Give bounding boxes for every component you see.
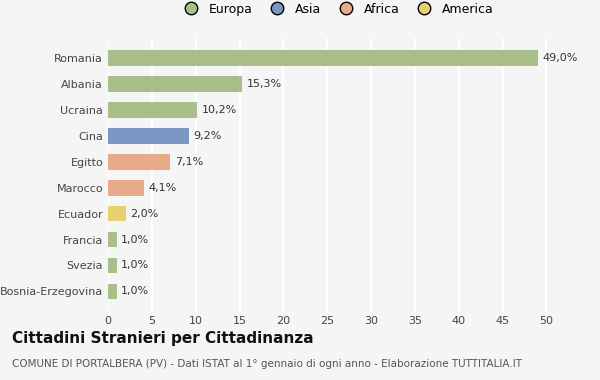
Text: 1,0%: 1,0% [121, 260, 149, 271]
Text: COMUNE DI PORTALBERA (PV) - Dati ISTAT al 1° gennaio di ogni anno - Elaborazione: COMUNE DI PORTALBERA (PV) - Dati ISTAT a… [12, 359, 522, 369]
Text: 49,0%: 49,0% [542, 53, 577, 63]
Bar [108, 128, 188, 144]
Text: 1,0%: 1,0% [121, 287, 149, 296]
Text: 2,0%: 2,0% [130, 209, 158, 218]
Text: 1,0%: 1,0% [121, 234, 149, 245]
Bar [108, 51, 538, 66]
Bar [108, 283, 117, 299]
Text: 9,2%: 9,2% [193, 131, 221, 141]
Text: Cittadini Stranieri per Cittadinanza: Cittadini Stranieri per Cittadinanza [12, 331, 314, 345]
Bar [108, 180, 144, 196]
Bar [108, 154, 170, 169]
Bar [108, 206, 125, 222]
Bar [108, 102, 197, 118]
Text: 7,1%: 7,1% [175, 157, 203, 167]
Legend: Europa, Asia, Africa, America: Europa, Asia, Africa, America [173, 0, 499, 21]
Text: 15,3%: 15,3% [247, 79, 281, 89]
Bar [108, 232, 117, 247]
Text: 4,1%: 4,1% [148, 183, 176, 193]
Bar [108, 258, 117, 273]
Text: 10,2%: 10,2% [202, 105, 237, 115]
Bar [108, 76, 242, 92]
